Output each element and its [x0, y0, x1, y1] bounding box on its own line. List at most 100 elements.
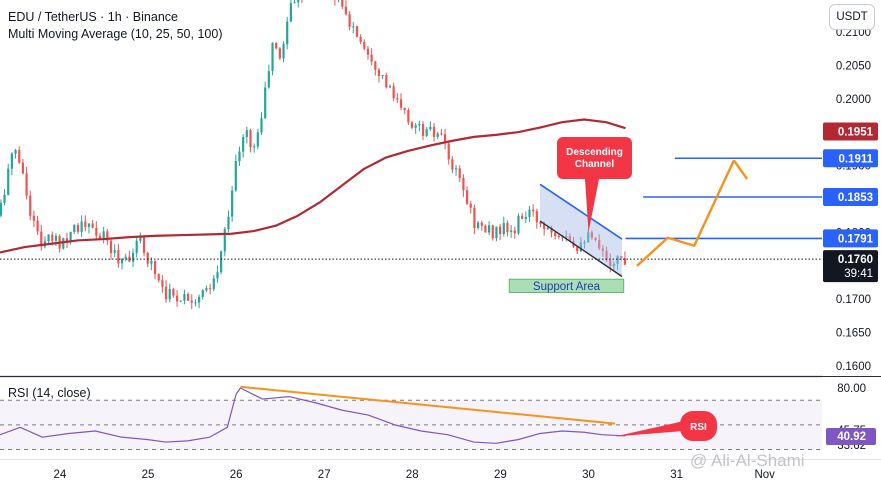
price-label-4: 0.1791 — [838, 233, 874, 245]
candle-body — [495, 226, 498, 239]
candle-body — [54, 235, 58, 241]
candle-body — [366, 48, 370, 55]
candle-body — [612, 263, 616, 267]
candle-body — [473, 207, 476, 228]
candle-body — [528, 209, 531, 217]
candle-body — [65, 238, 69, 242]
candle-body — [392, 86, 395, 99]
candle-body — [172, 288, 175, 296]
currency-button[interactable]: USDT — [829, 4, 875, 30]
time-axis: 24 25 26 27 28 29 30 31 Nov — [54, 469, 776, 481]
rsi-divergence-line — [240, 385, 616, 425]
candle-body — [84, 221, 87, 227]
candle-body — [157, 274, 160, 281]
candle-body — [403, 107, 406, 110]
channel-upper-line — [539, 183, 623, 240]
moving-average-line — [0, 118, 626, 254]
candle-body — [293, 2, 296, 4]
candle-body — [113, 249, 116, 254]
candle-body — [344, 6, 348, 15]
candle-body — [605, 250, 608, 260]
rsi-callout-pointer — [614, 421, 684, 437]
candle-body — [513, 230, 516, 234]
time-tick-label: 25 — [142, 469, 155, 481]
candle-body — [271, 42, 274, 72]
candle-body — [194, 302, 197, 304]
candle-body — [264, 87, 267, 119]
candle-body — [601, 248, 604, 251]
time-tick-label: 24 — [54, 469, 67, 481]
time-tick-label: 28 — [406, 469, 419, 481]
candle-body — [80, 221, 83, 232]
time-tick-label: 26 — [230, 469, 243, 481]
projection-arrowhead — [732, 159, 749, 180]
candle-body — [370, 54, 373, 62]
candle-body — [576, 246, 579, 252]
indicator-legend[interactable]: Multi Moving Average (10, 25, 50, 100) — [8, 27, 223, 41]
chart-title: EDU / TetherUS · 1h · Binance — [8, 10, 178, 24]
candle-body — [109, 240, 113, 254]
candle-body — [205, 288, 208, 291]
candle-body — [234, 161, 237, 191]
candle-body — [198, 296, 201, 303]
candle-body — [69, 232, 72, 242]
candle-body — [117, 249, 120, 264]
time-tick-label: 29 — [494, 469, 507, 481]
candle-body — [598, 239, 601, 249]
rsi-legend[interactable]: RSI (14, close) — [8, 386, 91, 400]
price-tick-label: 0.1700 — [836, 294, 871, 306]
price-label-2: 0.1911 — [838, 153, 873, 165]
candle-body — [447, 143, 450, 160]
candle-body — [201, 290, 204, 297]
candle-body — [587, 232, 590, 243]
candle-body — [539, 222, 542, 224]
candle-body — [396, 98, 399, 100]
candle-body — [289, 3, 292, 22]
candle-body — [476, 222, 480, 228]
price-tick-label: 0.2100 — [836, 27, 871, 39]
candle-body — [3, 194, 6, 203]
price-label-badge-3 — [823, 187, 878, 206]
candle-body — [150, 260, 153, 264]
candle-body — [40, 231, 43, 247]
price-tick-label: 0.2000 — [836, 94, 871, 106]
candle-body — [36, 220, 39, 232]
candle-body — [440, 133, 443, 135]
candle-body — [454, 168, 458, 170]
price-tick-label: 0.1600 — [836, 361, 871, 373]
candle-body — [385, 74, 388, 88]
candle-body — [106, 231, 109, 241]
candle-body — [275, 42, 278, 49]
price-label-badge-4 — [823, 229, 878, 248]
candle-body — [352, 26, 355, 28]
candle-body — [410, 122, 414, 128]
candle-body — [14, 150, 17, 154]
candle-body — [282, 44, 285, 59]
candle-body — [524, 216, 527, 219]
support-area-box — [508, 278, 625, 293]
candle-body — [18, 150, 21, 163]
candle-body — [421, 123, 425, 136]
candle-body — [543, 223, 546, 230]
candle-body — [146, 252, 149, 264]
time-tick-label: 31 — [670, 469, 683, 481]
candle-body — [29, 195, 32, 216]
candle-body — [532, 209, 535, 212]
candle-body — [164, 286, 168, 300]
rsi-callout-label: RSI — [690, 422, 707, 433]
candle-body — [256, 132, 259, 147]
candle-body — [465, 190, 469, 204]
rsi-current-label: 40.92 — [837, 431, 866, 443]
candle-body — [102, 231, 105, 239]
candle-body — [609, 259, 612, 267]
candle-body — [480, 222, 483, 226]
candle-body — [550, 227, 553, 233]
candle-body — [209, 288, 212, 290]
candle-body — [414, 125, 417, 128]
candle-body — [488, 225, 491, 233]
candle-body — [521, 215, 524, 219]
candle-body — [355, 26, 359, 37]
candle-body — [506, 223, 509, 233]
